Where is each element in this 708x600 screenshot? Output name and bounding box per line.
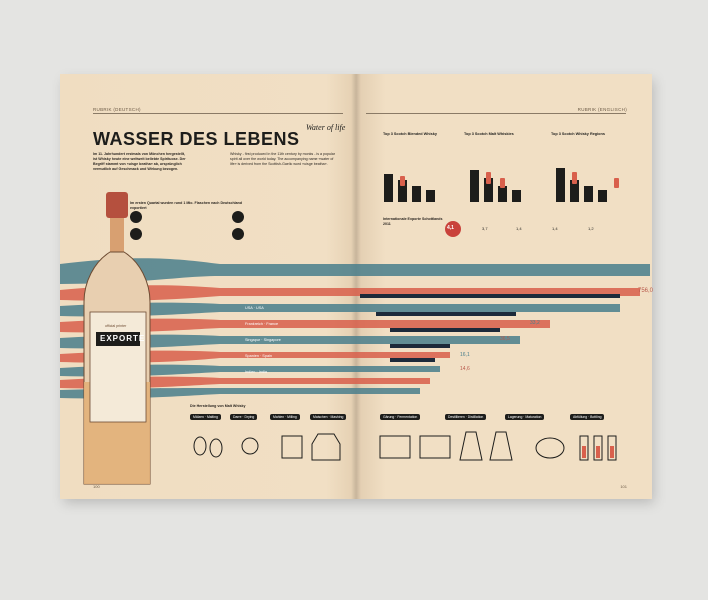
magazine-spread: RUBRIK (DEUTSCH) WASSER DES LEBENS Water… [60, 74, 654, 499]
page-number-right: 101 [620, 484, 627, 489]
page-title: WASSER DES LEBENS [93, 129, 300, 149]
country-label-usa: USA · USA [245, 306, 264, 310]
header-rule-right [366, 113, 626, 114]
flow-value-1: 33,2 [530, 320, 540, 326]
step-malting: Mälzen · Malting [190, 414, 221, 420]
barrel-icon [232, 228, 244, 240]
flow-value-2: 36,5 [500, 336, 510, 342]
flow-value-3: 16,1 [460, 352, 470, 358]
country-label-spain: Spanien · Spain [245, 354, 273, 358]
process-icons [193, 431, 617, 461]
process-title: Die Herstellung von Malt Whisky [190, 404, 246, 408]
country-label-india: Indien · India [245, 370, 267, 374]
step-fermentation: Gärung · Fermentation [380, 414, 421, 420]
highlight-circle [445, 221, 461, 237]
top3-title-3: Top 3 Scotch Whisky Regions [551, 132, 605, 136]
stat-title: Im ersten Quartal wurden rund 1 Mio. Fla… [130, 201, 243, 210]
bottle-tag: official printer [105, 324, 127, 328]
step-milling: Mahlen · Milling [270, 414, 300, 420]
export-flow-graphic [60, 258, 650, 399]
page-subtitle: Water of life [306, 123, 346, 132]
bottle-icon [130, 211, 142, 223]
spine-fold [351, 74, 361, 499]
page-number-left: 100 [93, 484, 100, 489]
intro-german: Im 11. Jahrhundert erstmals von Mönchen … [93, 152, 186, 171]
top3-title-2: Top 3 Scotch Malt Whiskies [464, 132, 514, 136]
top3-mini-charts [384, 168, 619, 202]
flow-right-big-value: 756,0 [638, 288, 654, 294]
whisky-bottle-illustration [83, 192, 151, 485]
step-mashing: Maischen · Mashing [310, 414, 347, 420]
flow-value-4: 14,6 [460, 366, 470, 372]
rubrik-label-left: RUBRIK (DEUTSCH) [93, 107, 141, 112]
right-page: RUBRIK (ENGLISCH) Top 3 Scotch Blended W… [356, 74, 652, 499]
bottle-label: EXPORTE [100, 334, 146, 343]
highlight-value: 4,1 [447, 225, 454, 231]
category-value-1: 3,7 [482, 226, 488, 231]
country-label-france: Frankreich · France [245, 322, 279, 326]
country-label-singapore: Singapur · Singapore [245, 338, 281, 342]
category-value-4: 1,2 [588, 226, 594, 231]
intro-english: Whisky - first produced in the 11th cent… [230, 152, 335, 166]
category-value-2: 1,4 [516, 226, 522, 231]
pie-icon [130, 228, 142, 240]
header-rule-left [93, 113, 343, 114]
step-maturation: Lagerung · Maturation [505, 414, 545, 420]
rubrik-label-right: RUBRIK (ENGLISCH) [577, 107, 627, 112]
step-bottling: Abfüllung · Bottling [570, 414, 605, 420]
top3-title-1: Top 3 Scotch Blended Whisky [383, 132, 437, 136]
export-intro: Internationale Exporte Schottlands 2011 [383, 217, 443, 226]
glass-icon [232, 211, 244, 223]
step-distillation: Destillieren · Distillation [445, 414, 487, 420]
step-drying: Darre · Drying [230, 414, 258, 420]
category-value-3: 1,4 [552, 226, 558, 231]
